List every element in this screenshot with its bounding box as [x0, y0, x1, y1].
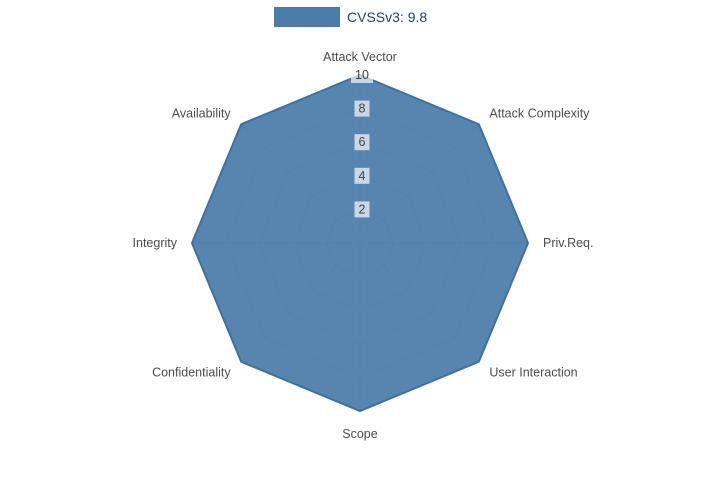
radial-tick-label: 4	[359, 169, 366, 183]
radial-tick-bg	[354, 201, 370, 218]
radial-tick-label: 2	[359, 202, 366, 216]
axis-label-confidentiality: Confidentiality	[152, 365, 231, 379]
radial-tick-bg	[351, 67, 373, 83]
legend[interactable]: CVSSv3: 9.8	[274, 7, 427, 27]
axis-label-user-interaction: User Interaction	[489, 365, 577, 379]
radial-tick-label: 8	[359, 102, 366, 116]
radial-tick-bg	[354, 100, 370, 117]
radial-tick-label: 10	[355, 68, 369, 82]
legend-swatch[interactable]	[274, 7, 340, 27]
axis-label-priv-req: Priv.Req.	[543, 236, 593, 250]
radial-tick-bg	[354, 134, 370, 151]
radar-series-polygon	[190, 73, 530, 413]
axis-label-availability: Availability	[172, 107, 232, 121]
axis-label-attack-vector: Attack Vector	[323, 50, 397, 64]
axis-label-scope: Scope	[342, 427, 377, 441]
radial-tick-bg	[354, 167, 370, 184]
legend-label[interactable]: CVSSv3: 9.8	[347, 9, 428, 25]
axis-label-integrity: Integrity	[133, 236, 178, 250]
radial-tick-label: 6	[359, 135, 366, 149]
axis-label-attack-complexity: Attack Complexity	[489, 107, 590, 121]
